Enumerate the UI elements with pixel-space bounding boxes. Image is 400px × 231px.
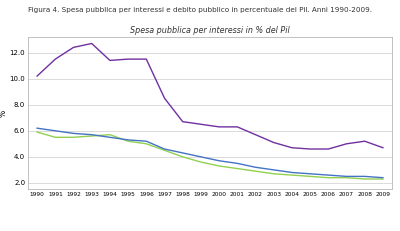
Text: Spesa pubblica per interessi in % del Pil: Spesa pubblica per interessi in % del Pi… xyxy=(130,26,290,35)
Y-axis label: %: % xyxy=(0,110,8,117)
Text: Figura 4. Spesa pubblica per interessi e debito pubblico in percentuale del Pil.: Figura 4. Spesa pubblica per interessi e… xyxy=(28,7,372,13)
